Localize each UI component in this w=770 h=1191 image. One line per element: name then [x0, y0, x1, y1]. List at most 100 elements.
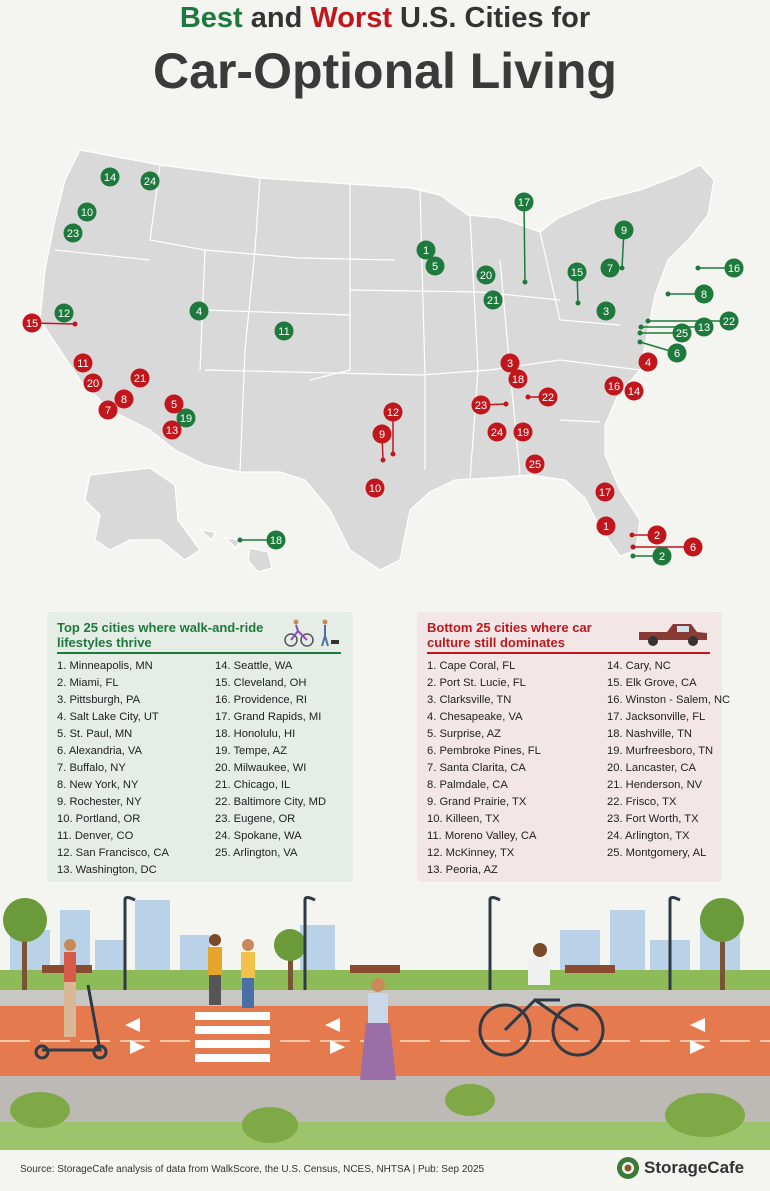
best-marker-number: 1 — [423, 245, 429, 257]
scooter — [34, 984, 108, 1060]
best-marker-circle — [483, 290, 503, 310]
crosswalk — [195, 1012, 270, 1062]
worst-city-marker: 1 — [596, 516, 616, 536]
state-border-line — [469, 214, 479, 481]
hawaii-shape — [198, 529, 273, 573]
best-marker-circle — [425, 256, 445, 276]
best-marker-dot — [638, 324, 644, 330]
best-city-marker: 18 — [266, 530, 286, 550]
worst-marker-number: 12 — [387, 407, 399, 419]
best-marker-dot — [695, 265, 701, 271]
best-marker-number: 4 — [196, 306, 202, 318]
worst-marker-dot — [72, 321, 78, 327]
best-marker-number: 18 — [270, 535, 282, 547]
worst-marker-number: 21 — [134, 373, 146, 385]
worst-list-item: 6. Pembroke Pines, FL — [427, 745, 541, 757]
best-list-item: 18. Honolulu, HI — [215, 728, 296, 740]
worst-marker-number: 20 — [87, 378, 99, 390]
worst-list-column-2: 14. Cary, NC 15. Elk Grove, CA 16. Winston… — [607, 658, 730, 862]
best-city-marker: 24 — [140, 171, 160, 191]
state-border-line — [309, 184, 351, 381]
worst-marker-number: 6 — [690, 542, 696, 554]
best-marker-circle — [100, 167, 120, 187]
worst-list-item: 20. Lancaster, CA — [607, 762, 696, 774]
state-border-line — [204, 249, 396, 261]
best-marker-number: 7 — [607, 263, 613, 275]
best-city-marker: 22 — [719, 311, 739, 331]
best-marker-circle — [724, 258, 744, 278]
lower-grass — [0, 1122, 770, 1150]
worst-city-marker: 9 — [372, 424, 392, 444]
worst-list-item: 3. Clarksville, TN — [427, 694, 512, 706]
worst-city-marker: 12 — [383, 402, 403, 422]
worst-marker-circle — [683, 537, 703, 557]
worst-marker-number: 14 — [628, 386, 640, 398]
storagecafe-logo-icon — [617, 1157, 639, 1179]
worst-list-item: 17. Jacksonville, FL — [607, 711, 706, 723]
worst-city-marker: 24 — [487, 422, 507, 442]
worst-marker-number: 17 — [599, 487, 611, 499]
best-marker-circle — [266, 530, 286, 550]
worst-city-marker: 2 — [647, 525, 667, 545]
worst-marker-circle — [471, 395, 491, 415]
worst-marker-circle — [114, 389, 134, 409]
best-marker-circle — [54, 303, 74, 323]
worst-marker-number: 7 — [105, 405, 111, 417]
best-list-item: 22. Baltimore City, MD — [215, 796, 327, 808]
worst-marker-number: 2 — [654, 530, 660, 542]
worst-list-item: 21. Henderson, NV — [607, 779, 703, 791]
best-city-marker: 19 — [176, 408, 196, 428]
best-marker-number: 14 — [104, 172, 116, 184]
worst-marker-circle — [513, 422, 533, 442]
best-list-item: 9. Rochester, NY — [57, 796, 142, 808]
best-marker-number: 20 — [480, 270, 492, 282]
worst-city-marker: 25 — [525, 454, 545, 474]
worst-heading-rule — [427, 652, 710, 654]
worst-marker-circle — [525, 454, 545, 474]
worst-marker-circle — [538, 387, 558, 407]
grass-strip — [0, 970, 770, 992]
best-marker-dot — [619, 265, 625, 271]
worst-marker-circle — [83, 373, 103, 393]
best-marker-number: 15 — [571, 267, 583, 279]
worst-marker-circle — [383, 402, 403, 422]
best-city-marker: 25 — [672, 323, 692, 343]
best-city-marker: 3 — [596, 301, 616, 321]
best-marker-circle — [614, 220, 634, 240]
worst-marker-circle — [98, 400, 118, 420]
best-marker-number: 12 — [58, 308, 70, 320]
worst-city-marker: 19 — [513, 422, 533, 442]
best-marker-dot — [522, 279, 528, 285]
worst-list-item: 16. Winston - Salem, NC — [607, 694, 731, 706]
state-border-line — [539, 231, 621, 326]
worst-marker-number: 23 — [475, 400, 487, 412]
best-list-item: 1. Minneapolis, MN — [57, 660, 153, 672]
best-marker-circle — [694, 284, 714, 304]
best-list-item: 21. Chicago, IL — [215, 779, 291, 791]
best-list-item: 8. New York, NY — [57, 779, 139, 791]
worst-city-marker: 23 — [471, 395, 491, 415]
street-lamps — [123, 896, 681, 990]
worst-marker-circle — [604, 376, 624, 396]
best-marker-circle — [514, 192, 534, 212]
best-marker-dot — [575, 300, 581, 306]
best-list-item: 20. Milwaukee, WI — [215, 762, 307, 774]
state-border-line — [54, 249, 151, 261]
worst-marker-number: 16 — [608, 381, 620, 393]
worst-marker-circle — [162, 420, 182, 440]
best-city-marker: 2 — [652, 546, 672, 566]
best-marker-circle — [567, 262, 587, 282]
worst-marker-number: 11 — [77, 358, 88, 370]
best-marker-number: 21 — [487, 295, 499, 307]
best-city-marker: 9 — [614, 220, 634, 240]
best-cities-panel: Top 25 cities where walk-and-ride lifest… — [47, 612, 353, 882]
worst-marker-number: 25 — [529, 459, 541, 471]
best-city-marker: 8 — [694, 284, 714, 304]
best-marker-number: 8 — [701, 289, 707, 301]
worst-marker-dot — [629, 532, 635, 538]
best-marker-circle — [672, 323, 692, 343]
best-list-item: 3. Pittsburgh, PA — [57, 694, 141, 706]
best-list-item: 4. Salt Lake City, UT — [57, 711, 159, 723]
